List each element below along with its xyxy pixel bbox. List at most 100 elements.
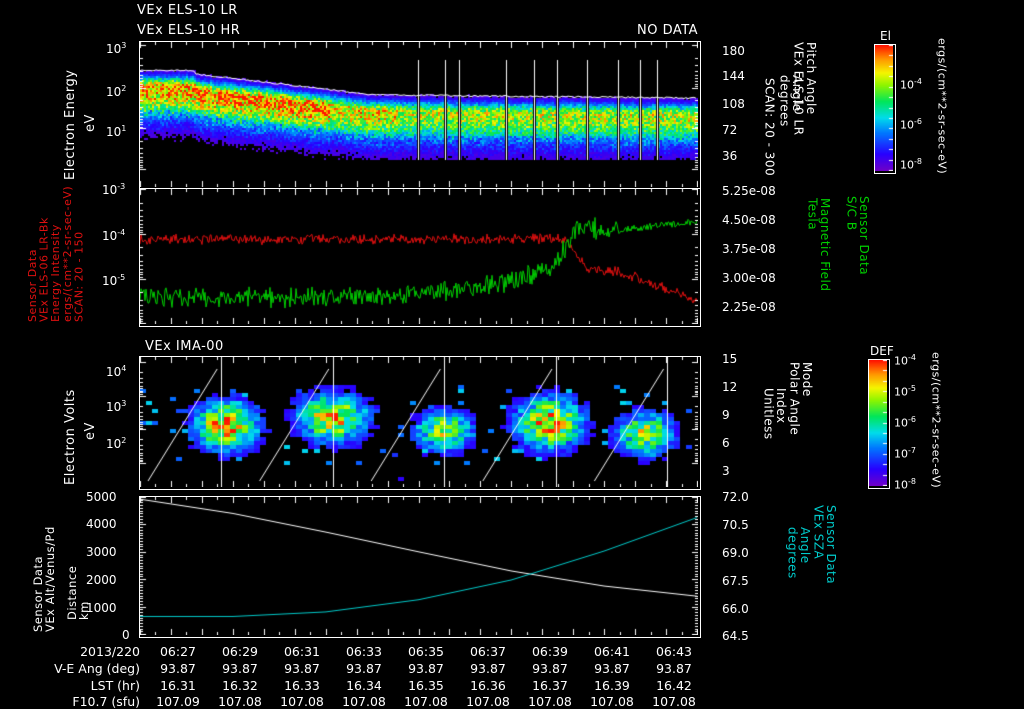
- panel4-right-tick-645: 64.5: [722, 629, 749, 643]
- panel3-left-tick-100: 102: [106, 436, 127, 451]
- cell-ve-ang-row-1: 93.87: [222, 661, 258, 676]
- panel1-right-axis-sub: Angle degrees: [777, 75, 805, 127]
- panel3-cb-exp-2: -5: [908, 384, 916, 393]
- panel3-left-tick-1000: 103: [106, 399, 127, 414]
- panel3-left-exp-2: 3: [121, 399, 127, 408]
- cell-lst-row-1: 16.32: [222, 678, 258, 693]
- panel2-right-tick-3: 3.75e-08: [722, 242, 776, 256]
- row-label-time-row: 2013/220: [80, 644, 140, 659]
- cell-f107-row-0: 107.09: [156, 694, 200, 709]
- panel3-title: VEx IMA-00: [145, 339, 224, 354]
- panel4-right-tick-66: 66.0: [722, 602, 749, 616]
- panel3-cb-exp-3: -6: [908, 415, 916, 424]
- panel1-right-tick-72: 72: [722, 123, 738, 137]
- panel3-right-tick-9: 9: [722, 408, 730, 422]
- cell-ve-ang-row-0: 93.87: [160, 661, 196, 676]
- panel3-colorbar-tick-5: 10-8: [894, 477, 916, 492]
- cell-ve-ang-row-8: 93.87: [656, 661, 692, 676]
- cell-ve-ang-row-2: 93.87: [284, 661, 320, 676]
- panel3-cb-exp-4: -7: [908, 446, 916, 455]
- panel1-right-axis-label: Pitch Angle VEx ELS-10 LR: [791, 42, 819, 136]
- cell-time-row-3: 06:33: [345, 644, 383, 659]
- panel1-plot-area[interactable]: [139, 41, 701, 190]
- panel3-left-exp-3: 2: [121, 436, 127, 445]
- cell-f107-row-5: 107.08: [466, 694, 510, 709]
- panel3-right-tick-15: 15: [722, 352, 738, 366]
- panel3-cb-exp-5: -8: [908, 477, 916, 486]
- panel3-colorbar[interactable]: [868, 359, 890, 489]
- panel3-cb-exp-1: -4: [908, 353, 916, 362]
- panel1-left-axis-label: Electron Energy: [63, 69, 78, 180]
- cell-lst-row-3: 16.34: [346, 678, 382, 693]
- cell-lst-row-8: 16.42: [656, 678, 692, 693]
- panel1-colorbar-units: ergs/(cm**2-sr-sec-eV): [935, 38, 949, 175]
- cell-f107-row-2: 107.08: [280, 694, 324, 709]
- panel1-colorbar-tick-2: 10-6: [900, 117, 922, 132]
- panel2-left-tick-2: 10-4: [102, 228, 126, 243]
- cell-time-row-7: 06:41: [593, 644, 631, 659]
- panel3-right-axis-sub: Index Unitless: [761, 388, 789, 440]
- cell-ve-ang-row-6: 93.87: [532, 661, 568, 676]
- panel1-right-tick-36: 36: [722, 149, 738, 163]
- cell-f107-row-3: 107.08: [342, 694, 386, 709]
- cell-lst-row-0: 16.31: [160, 678, 196, 693]
- panel4-plot-area[interactable]: [139, 496, 701, 638]
- cell-ve-ang-row-3: 93.87: [346, 661, 382, 676]
- panel2-left-units-red: ergs/(cm**2-sr-sec-eV) SCAN: 20 - 150: [61, 185, 86, 322]
- row-label-ve-ang-row: V-E Ang (deg): [54, 661, 140, 676]
- panel4-right-tick-675: 67.5: [722, 574, 749, 588]
- panel3-colorbar-tick-4: 10-7: [894, 446, 916, 461]
- panel2-left-exp-1: -3: [117, 182, 126, 191]
- panel1-left-tick-100: 102: [106, 84, 127, 99]
- panel4-right-label-cyan: Sensor Data VEx SZA: [811, 505, 839, 585]
- panel3-right-axis-label: Mode Polar Angle: [787, 362, 815, 436]
- cell-lst-row-7: 16.39: [594, 678, 630, 693]
- panel2-right-tick-4: 3.00e-08: [722, 271, 776, 285]
- panel1-no-data-label: NO DATA: [637, 23, 699, 38]
- panel3-colorbar-units: ergs/(cm**2-sr-sec-eV): [929, 352, 943, 489]
- panel1-left-tick-10: 101: [106, 124, 127, 139]
- panel3-left-axis-label: Electron Volts: [63, 389, 78, 485]
- panel4-left-tick-2000: 2000: [86, 573, 117, 587]
- panel3-left-tick-10000: 104: [106, 364, 127, 379]
- panel1-colorbar[interactable]: [874, 44, 896, 174]
- cell-f107-row-7: 107.08: [590, 694, 634, 709]
- panel2-plot-area[interactable]: [139, 188, 701, 327]
- cell-time-row-5: 06:37: [469, 644, 507, 659]
- panel2-right-tick-2: 4.50e-08: [722, 213, 776, 227]
- cell-lst-row-2: 16.33: [284, 678, 320, 693]
- panel2-right-axis-green: Magnetic Field Tesla: [805, 198, 833, 292]
- panel4-left-tick-5000: 5000: [86, 490, 117, 504]
- panel1-colorbar-exp-2: -6: [914, 117, 922, 126]
- panel2-right-tick-5: 2.25e-08: [722, 300, 776, 314]
- panel1-colorbar-exp-1: -4: [914, 77, 922, 86]
- panel4-left-tick-1000: 1000: [86, 601, 117, 615]
- panel1-left-tick-exp-10: 1: [121, 124, 127, 133]
- panel1-left-tick-exp-1000: 3: [121, 41, 127, 50]
- panel1-right-tick-180: 180: [722, 44, 745, 58]
- panel3-colorbar-tick-3: 10-6: [894, 415, 916, 430]
- panel3-colorbar-label: DEF: [870, 344, 894, 358]
- panel1-title-hr: VEx ELS-10 HR: [137, 23, 241, 38]
- cell-ve-ang-row-4: 93.87: [408, 661, 444, 676]
- cell-f107-row-4: 107.08: [404, 694, 448, 709]
- panel2-left-tick-3: 10-5: [102, 273, 126, 288]
- cell-time-row-0: 06:27: [159, 644, 197, 659]
- panel4-right-tick-705: 70.5: [722, 518, 749, 532]
- cell-time-row-6: 06:39: [531, 644, 569, 659]
- panel2-right-label-green: Sensor Data S/C B: [844, 196, 872, 276]
- panel2-left-exp-2: -4: [117, 228, 126, 237]
- panel1-colorbar-exp-3: -8: [914, 157, 922, 166]
- panel4-left-tick-0: 0: [122, 628, 130, 642]
- panel2-left-label-red: Sensor Data VEx ELS-06 LR-Bk Energy Inte…: [26, 217, 63, 322]
- panel1-colorbar-label: El: [880, 29, 891, 43]
- cell-time-row-1: 06:29: [221, 644, 259, 659]
- panel1-left-tick-exp-100: 2: [121, 84, 127, 93]
- cell-f107-row-8: 107.08: [652, 694, 696, 709]
- panel3-right-tick-12: 12: [722, 380, 738, 394]
- row-label-f107-row: F10.7 (sfu): [72, 694, 140, 709]
- cell-lst-row-6: 16.37: [532, 678, 568, 693]
- panel1-left-tick-1000: 103: [106, 41, 127, 56]
- panel3-plot-area[interactable]: [139, 356, 701, 490]
